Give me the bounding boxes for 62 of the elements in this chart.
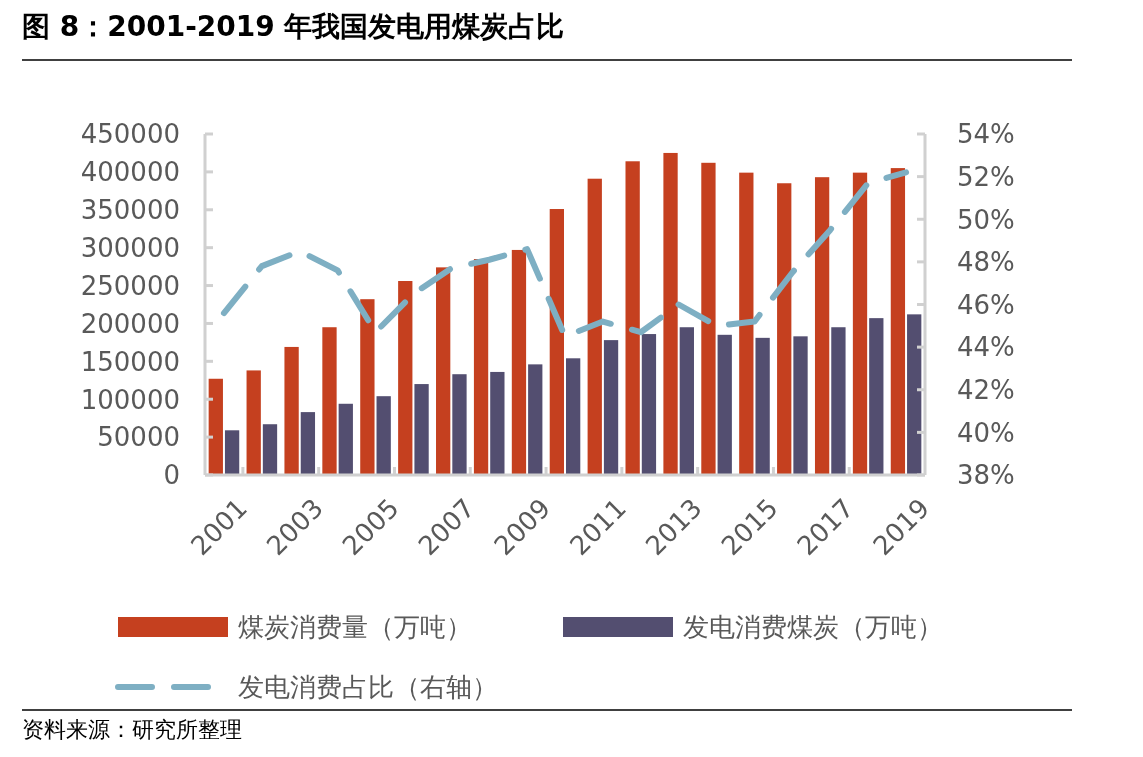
bar <box>814 177 830 475</box>
bar <box>376 396 391 475</box>
bar <box>473 259 489 475</box>
bar <box>549 209 564 475</box>
bar <box>717 334 732 475</box>
y-tick-label: 50000 <box>97 422 180 453</box>
bar <box>224 430 240 475</box>
bar <box>852 172 868 475</box>
y-tick-label: 350000 <box>80 195 180 226</box>
bar <box>625 161 640 475</box>
bar <box>831 327 846 475</box>
bar <box>663 152 678 475</box>
bar <box>603 340 619 475</box>
bar <box>262 424 278 475</box>
bar <box>360 299 375 475</box>
bar <box>511 249 527 475</box>
legend-label: 煤炭消费量（万吨） <box>238 612 472 643</box>
bar <box>739 172 754 475</box>
chart-title: 图 8：2001-2019 年我国发电用煤炭占比 <box>22 10 565 43</box>
y2-tick-label: 38% <box>957 460 1015 491</box>
y-tick-label: 250000 <box>80 270 180 301</box>
bar <box>338 403 353 475</box>
bar <box>414 384 429 475</box>
bar <box>300 412 316 475</box>
bar <box>452 374 467 475</box>
bar <box>490 371 505 475</box>
bar <box>907 314 922 475</box>
y2-tick-label: 48% <box>957 247 1015 278</box>
bar <box>755 337 770 475</box>
y-tick-label: 100000 <box>80 384 180 415</box>
y-tick-label: 150000 <box>80 346 180 377</box>
y2-tick-label: 44% <box>957 332 1015 363</box>
bar <box>322 327 337 475</box>
y-tick-label: 450000 <box>80 119 180 150</box>
legend-label: 发电消费占比（右轴） <box>238 672 498 703</box>
bar <box>284 346 299 475</box>
bar <box>869 318 884 475</box>
bar <box>679 327 694 475</box>
y2-tick-label: 46% <box>957 289 1015 320</box>
y2-tick-label: 52% <box>957 161 1015 192</box>
y2-tick-label: 50% <box>957 204 1015 235</box>
bar <box>587 178 602 475</box>
bar <box>398 281 413 475</box>
bar <box>793 336 808 475</box>
bar <box>528 364 543 475</box>
bar <box>246 370 261 475</box>
y-tick-label: 400000 <box>80 157 180 188</box>
text: 资料来源：研究所整理 <box>22 717 242 742</box>
y-tick-label: 300000 <box>80 233 180 264</box>
y-tick-label: 200000 <box>80 308 180 339</box>
bar <box>208 378 223 475</box>
legend-label: 发电消费煤炭（万吨） <box>683 612 943 643</box>
bar <box>641 334 657 475</box>
bar <box>566 358 581 475</box>
y2-tick-label: 54% <box>957 119 1015 150</box>
bar <box>777 183 792 475</box>
y-tick-label: 0 <box>163 460 180 491</box>
y2-tick-label: 42% <box>957 375 1015 406</box>
bar <box>436 267 451 475</box>
bar <box>701 162 716 475</box>
bar <box>890 168 906 475</box>
y2-tick-label: 40% <box>957 417 1015 448</box>
